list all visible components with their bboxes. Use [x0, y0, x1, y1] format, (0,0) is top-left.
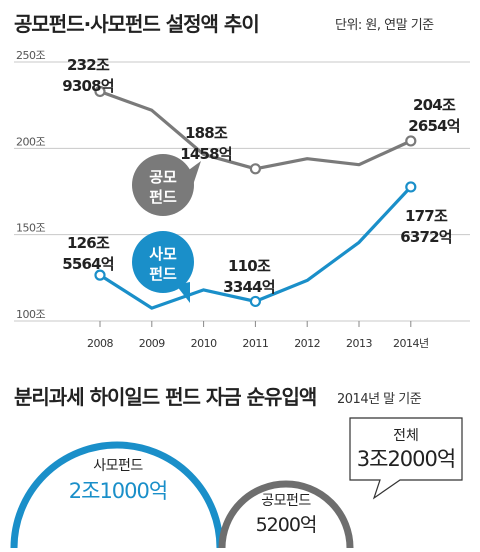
private-fund-name: 사모펀드 — [93, 458, 143, 474]
data-point — [405, 181, 417, 193]
data-point — [94, 269, 106, 281]
data-point — [405, 135, 417, 147]
bubble-chart-title: 분리과세 하이일드 펀드 자금 순유입액 — [14, 385, 317, 409]
total-label: 전체 — [393, 428, 419, 444]
public-fund-name: 공모펀드 — [261, 493, 311, 509]
x-tick-label: 2008 — [87, 337, 113, 350]
legend-bubble-public — [132, 154, 194, 216]
data-point — [249, 163, 261, 175]
bubble-chart-unit: 2014년 말 기준 — [337, 392, 422, 407]
line-chart-title: 공모펀드·사모펀드 설정액 추이 — [14, 12, 260, 36]
legend-bubble-public-label-top: 공모 — [149, 168, 177, 186]
x-tick-label: 2013 — [346, 337, 372, 350]
data-label: 110조 — [228, 257, 271, 275]
x-tick-label: 2014년 — [393, 337, 429, 350]
x-tick-label: 2009 — [139, 337, 165, 350]
legend-bubble-private-label-bottom: 펀드 — [149, 265, 177, 283]
x-tick-label: 2010 — [191, 337, 217, 350]
x-tick-label: 2011 — [242, 337, 268, 350]
data-label: 6372억 — [400, 228, 452, 246]
y-tick-label: 200조 — [16, 135, 45, 148]
data-label: 5564억 — [62, 255, 114, 273]
x-tick-label: 2012 — [294, 337, 320, 350]
public-fund-ring — [218, 480, 354, 549]
data-label: 188조 — [185, 124, 228, 142]
y-tick-label: 100조 — [16, 308, 45, 321]
data-label: 204조 — [413, 96, 456, 114]
data-point — [249, 295, 261, 308]
data-label: 126조 — [67, 234, 110, 252]
data-label: 177조 — [405, 207, 448, 225]
legend-bubble-private — [132, 231, 194, 293]
data-point — [94, 85, 106, 98]
private-fund-value: 2조1000억 — [69, 479, 167, 503]
data-label: 2654억 — [408, 117, 460, 135]
data-label: 232조 — [67, 56, 110, 74]
data-label: 3344억 — [223, 278, 275, 296]
y-tick-label: 250조 — [16, 49, 45, 62]
data-label: 1458억 — [180, 145, 232, 163]
private-fund-ring — [10, 441, 224, 549]
data-label: 9308억 — [62, 77, 114, 95]
public-fund-value: 5200억 — [256, 514, 317, 536]
legend-bubble-public-label-bottom: 펀드 — [149, 188, 177, 206]
total-callout-box — [349, 417, 463, 500]
legend-bubble-private-label-top: 사모 — [149, 245, 177, 263]
total-value: 3조2000억 — [357, 447, 455, 471]
line-chart-unit: 단위: 원, 연말 기준 — [335, 18, 434, 33]
y-tick-label: 150조 — [16, 222, 45, 235]
series-line-public — [99, 89, 412, 171]
